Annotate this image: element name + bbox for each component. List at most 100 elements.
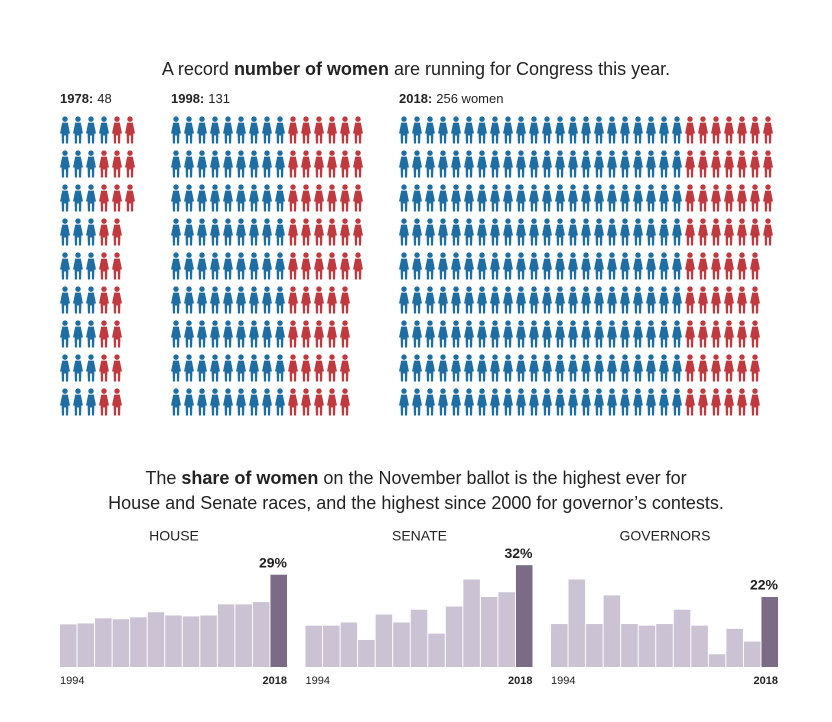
- group-label: 1978: 48: [60, 91, 112, 106]
- person-icon: [620, 388, 630, 416]
- person-icon: [60, 388, 70, 416]
- person-icon: [262, 320, 272, 348]
- person-icon: [236, 252, 246, 280]
- bar: [743, 641, 761, 667]
- person-icon: [197, 320, 207, 348]
- person-icon: [724, 252, 734, 280]
- person-icon: [197, 116, 207, 144]
- person-icon: [412, 218, 422, 246]
- value-label: 22%: [750, 577, 779, 593]
- person-icon: [737, 150, 747, 178]
- person-icon: [236, 150, 246, 178]
- person-icon: [568, 354, 578, 382]
- group-label: 1998: 131: [171, 91, 230, 106]
- person-icon: [581, 286, 591, 314]
- person-icon: [672, 150, 682, 178]
- person-icon: [516, 320, 526, 348]
- person-icon: [646, 116, 656, 144]
- person-icon: [490, 184, 500, 212]
- person-icon: [607, 150, 617, 178]
- person-icon: [125, 150, 135, 178]
- person-icon: [171, 286, 181, 314]
- person-icon: [529, 286, 539, 314]
- person-icon: [73, 388, 83, 416]
- person-icon: [659, 184, 669, 212]
- person-icon: [288, 388, 298, 416]
- person-icon: [477, 150, 487, 178]
- person-icon: [86, 150, 96, 178]
- person-icon: [737, 252, 747, 280]
- person-icon: [301, 218, 311, 246]
- person-icon: [633, 320, 643, 348]
- person-icon: [184, 388, 194, 416]
- bar: [375, 614, 393, 667]
- person-icon: [516, 286, 526, 314]
- person-icon: [503, 150, 513, 178]
- person-icon: [737, 116, 747, 144]
- person-icon: [223, 218, 233, 246]
- person-icon: [73, 354, 83, 382]
- person-icon: [685, 354, 695, 382]
- person-icon: [594, 286, 604, 314]
- person-icon: [86, 184, 96, 212]
- person-icon: [477, 218, 487, 246]
- person-icon: [477, 116, 487, 144]
- person-icon: [490, 252, 500, 280]
- person-icon: [698, 320, 708, 348]
- bar: [691, 625, 708, 667]
- bar: [726, 628, 743, 667]
- bar: [480, 597, 498, 667]
- person-icon: [542, 320, 552, 348]
- person-icon: [327, 320, 337, 348]
- person-icon: [503, 218, 513, 246]
- person-icon: [412, 388, 422, 416]
- group-year: 1998:: [171, 91, 204, 106]
- person-icon: [327, 116, 337, 144]
- person-icon: [685, 320, 695, 348]
- group-label: 2018: 256 women: [399, 91, 503, 106]
- person-icon: [698, 116, 708, 144]
- person-icon: [581, 354, 591, 382]
- bar: [165, 615, 182, 667]
- person-icon: [197, 388, 207, 416]
- person-icon: [399, 150, 409, 178]
- person-icon: [503, 252, 513, 280]
- person-icon: [672, 320, 682, 348]
- person-icon: [262, 150, 272, 178]
- bar: [252, 602, 270, 667]
- person-icon: [86, 116, 96, 144]
- person-icon: [99, 354, 109, 382]
- person-icon: [275, 320, 285, 348]
- person-icon: [763, 116, 773, 144]
- person-icon: [399, 286, 409, 314]
- person-icon: [672, 286, 682, 314]
- person-icon: [464, 320, 474, 348]
- person-icon: [249, 286, 259, 314]
- person-icon: [171, 150, 181, 178]
- person-icon: [184, 218, 194, 246]
- person-icon: [633, 218, 643, 246]
- headline-text: are running for Congress this year.: [388, 59, 671, 79]
- person-icon: [607, 252, 617, 280]
- bar: [358, 639, 375, 667]
- person-icon: [223, 184, 233, 212]
- person-icon: [210, 116, 220, 144]
- person-icon: [672, 218, 682, 246]
- person-icon: [555, 218, 565, 246]
- person-icon: [659, 252, 669, 280]
- person-icon: [60, 252, 70, 280]
- person-icon: [737, 320, 747, 348]
- person-icon: [659, 116, 669, 144]
- person-icon: [607, 388, 617, 416]
- person-icon: [711, 320, 721, 348]
- person-icon: [275, 150, 285, 178]
- person-icon: [737, 184, 747, 212]
- bar: [147, 612, 165, 667]
- person-icon: [516, 184, 526, 212]
- bar: [112, 619, 130, 667]
- person-icon: [607, 354, 617, 382]
- person-icon: [184, 286, 194, 314]
- person-icon: [646, 184, 656, 212]
- person-icon: [73, 252, 83, 280]
- person-icon: [425, 286, 435, 314]
